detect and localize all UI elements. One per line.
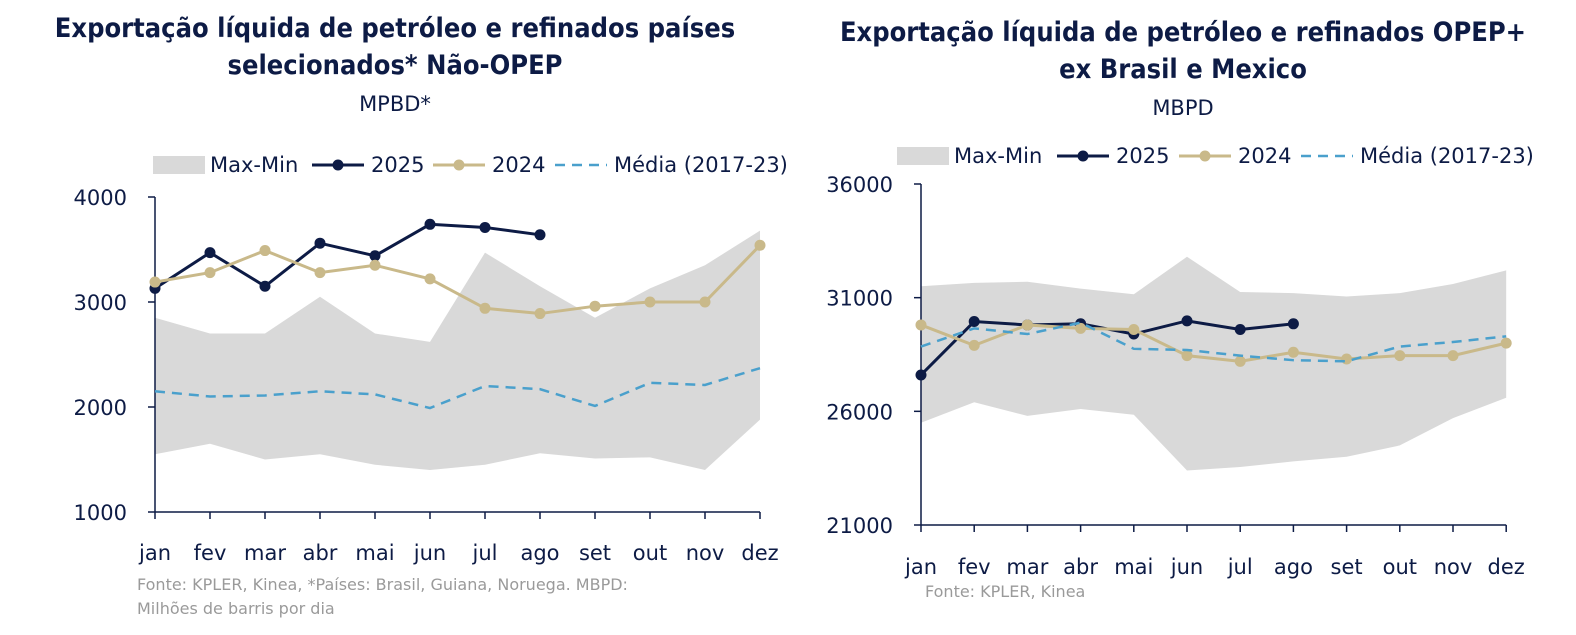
data-point-s2024 <box>1075 322 1087 334</box>
y-tick-label: 36000 <box>826 173 893 197</box>
chart-panel-left: Exportação líquida de petróleo e refinad… <box>54 13 788 618</box>
data-point-s2024 <box>424 273 436 285</box>
data-point-s2024 <box>1181 350 1193 362</box>
legend-label: Média (2017-23) <box>614 153 788 177</box>
line-chart: 21000 26000 31000 36000 jan fev mar abr mai jun ju… <box>826 144 1534 579</box>
source-note: Fonte: KPLER, Kinea <box>925 582 1086 601</box>
legend-label: 2025 <box>371 153 424 177</box>
x-tick-label: abr <box>1063 555 1098 579</box>
y-tick-label: 2000 <box>74 396 127 420</box>
x-tick-label: mar <box>244 541 286 565</box>
data-point-s2024 <box>915 319 927 331</box>
y-tick-label: 3000 <box>74 291 127 315</box>
data-point-s2024 <box>479 302 491 314</box>
series-line-s2025 <box>154 222 541 290</box>
data-point-s2025 <box>1181 315 1193 327</box>
data-point-s2025 <box>424 218 436 230</box>
line-chart: 1000 2000 3000 4000 jan fev mar abr mai jun jul ago… <box>74 153 788 565</box>
x-tick-label: nov <box>686 541 725 565</box>
data-point-s2025 <box>259 280 271 292</box>
x-tick-label: dez <box>741 541 778 565</box>
data-point-s2025 <box>1287 318 1299 330</box>
data-point-s2025 <box>314 237 326 249</box>
y-tick-label: 4000 <box>74 186 127 210</box>
data-point-s2024 <box>1021 319 1033 331</box>
legend-label: Média (2017-23) <box>1360 144 1534 168</box>
data-point-s2025 <box>204 247 216 259</box>
y-tick-label: 21000 <box>826 514 893 538</box>
data-point-s2024 <box>1234 355 1246 367</box>
data-point-s2025 <box>534 229 546 241</box>
x-tick-label: set <box>579 541 611 565</box>
y-tick-label: 26000 <box>826 400 893 424</box>
x-tick-label: dez <box>1488 555 1525 579</box>
data-point-s2024 <box>204 267 216 279</box>
chart-title: Exportação líquida de petróleo e refinad… <box>54 13 736 81</box>
data-point-s2024 <box>699 296 711 308</box>
band-area <box>921 256 1507 471</box>
x-tick-label: set <box>1331 555 1363 579</box>
x-tick-label: ago <box>520 541 559 565</box>
series-line-s2024 <box>920 323 1507 363</box>
x-tick-label: nov <box>1434 555 1473 579</box>
data-point-s2024 <box>369 259 381 271</box>
x-tick-label: fev <box>958 555 991 579</box>
data-point-s2025 <box>479 221 491 233</box>
x-tick-label: mai <box>355 541 394 565</box>
x-tick-label: jan <box>904 555 937 579</box>
data-point-s2025 <box>369 250 381 262</box>
legend-marker-2025 <box>332 159 344 171</box>
x-tick-label: jul <box>1227 555 1253 579</box>
legend-swatch-band <box>153 156 205 174</box>
source-note: Fonte: KPLER, Kinea, *Países: Brasil, Gu… <box>137 575 628 618</box>
legend-marker-2025 <box>1077 150 1089 162</box>
x-tick-label: out <box>633 541 667 565</box>
data-point-s2024 <box>1500 337 1512 349</box>
data-point-s2024 <box>754 239 766 251</box>
legend-label: 2025 <box>1116 144 1169 168</box>
x-tick-label: jul <box>472 541 498 565</box>
chart-subtitle: MBPD <box>1152 96 1214 120</box>
data-point-s2024 <box>589 300 601 312</box>
data-point-s2024 <box>314 267 326 279</box>
data-point-s2024 <box>534 308 546 320</box>
x-tick-label: mai <box>1114 555 1153 579</box>
x-tick-label: jan <box>138 541 171 565</box>
legend-marker-2024 <box>1199 150 1211 162</box>
data-point-s2024 <box>968 339 980 351</box>
y-tick-label: 1000 <box>74 501 127 525</box>
x-tick-label: mar <box>1006 555 1048 579</box>
x-tick-label: fev <box>194 541 227 565</box>
legend-label: Max-Min <box>954 144 1042 168</box>
legend-label: Max-Min <box>210 153 298 177</box>
legend-label: 2024 <box>492 153 545 177</box>
series-line-s2024 <box>154 244 762 316</box>
series-line-media <box>154 366 761 410</box>
x-tick-label: out <box>1383 555 1417 579</box>
data-point-s2025 <box>968 316 980 328</box>
data-point-s2025 <box>915 369 927 381</box>
data-point-s2024 <box>1287 346 1299 358</box>
legend-label: 2024 <box>1238 144 1291 168</box>
x-tick-label: jun <box>1170 555 1203 579</box>
legend-swatch-band <box>897 147 949 165</box>
data-point-s2024 <box>149 276 161 288</box>
data-point-s2025 <box>1234 323 1246 335</box>
y-tick-label: 31000 <box>826 287 893 311</box>
data-point-s2024 <box>1447 350 1459 362</box>
series-line-media <box>920 321 1507 363</box>
data-point-s2024 <box>1341 353 1353 365</box>
data-point-s2024 <box>259 245 271 257</box>
x-tick-label: abr <box>303 541 338 565</box>
data-point-s2024 <box>644 296 656 308</box>
chart-subtitle: MPBD* <box>359 92 431 116</box>
x-tick-label: ago <box>1274 555 1313 579</box>
data-point-s2024 <box>1128 323 1140 335</box>
legend-marker-2024 <box>453 159 465 171</box>
chart-title: Exportação líquida de petróleo e refinad… <box>839 17 1527 85</box>
x-tick-label: jun <box>413 541 446 565</box>
chart-panel-right: Exportação líquida de petróleo e refinad… <box>790 0 1576 635</box>
data-point-s2024 <box>1394 350 1406 362</box>
band-area <box>155 230 760 470</box>
